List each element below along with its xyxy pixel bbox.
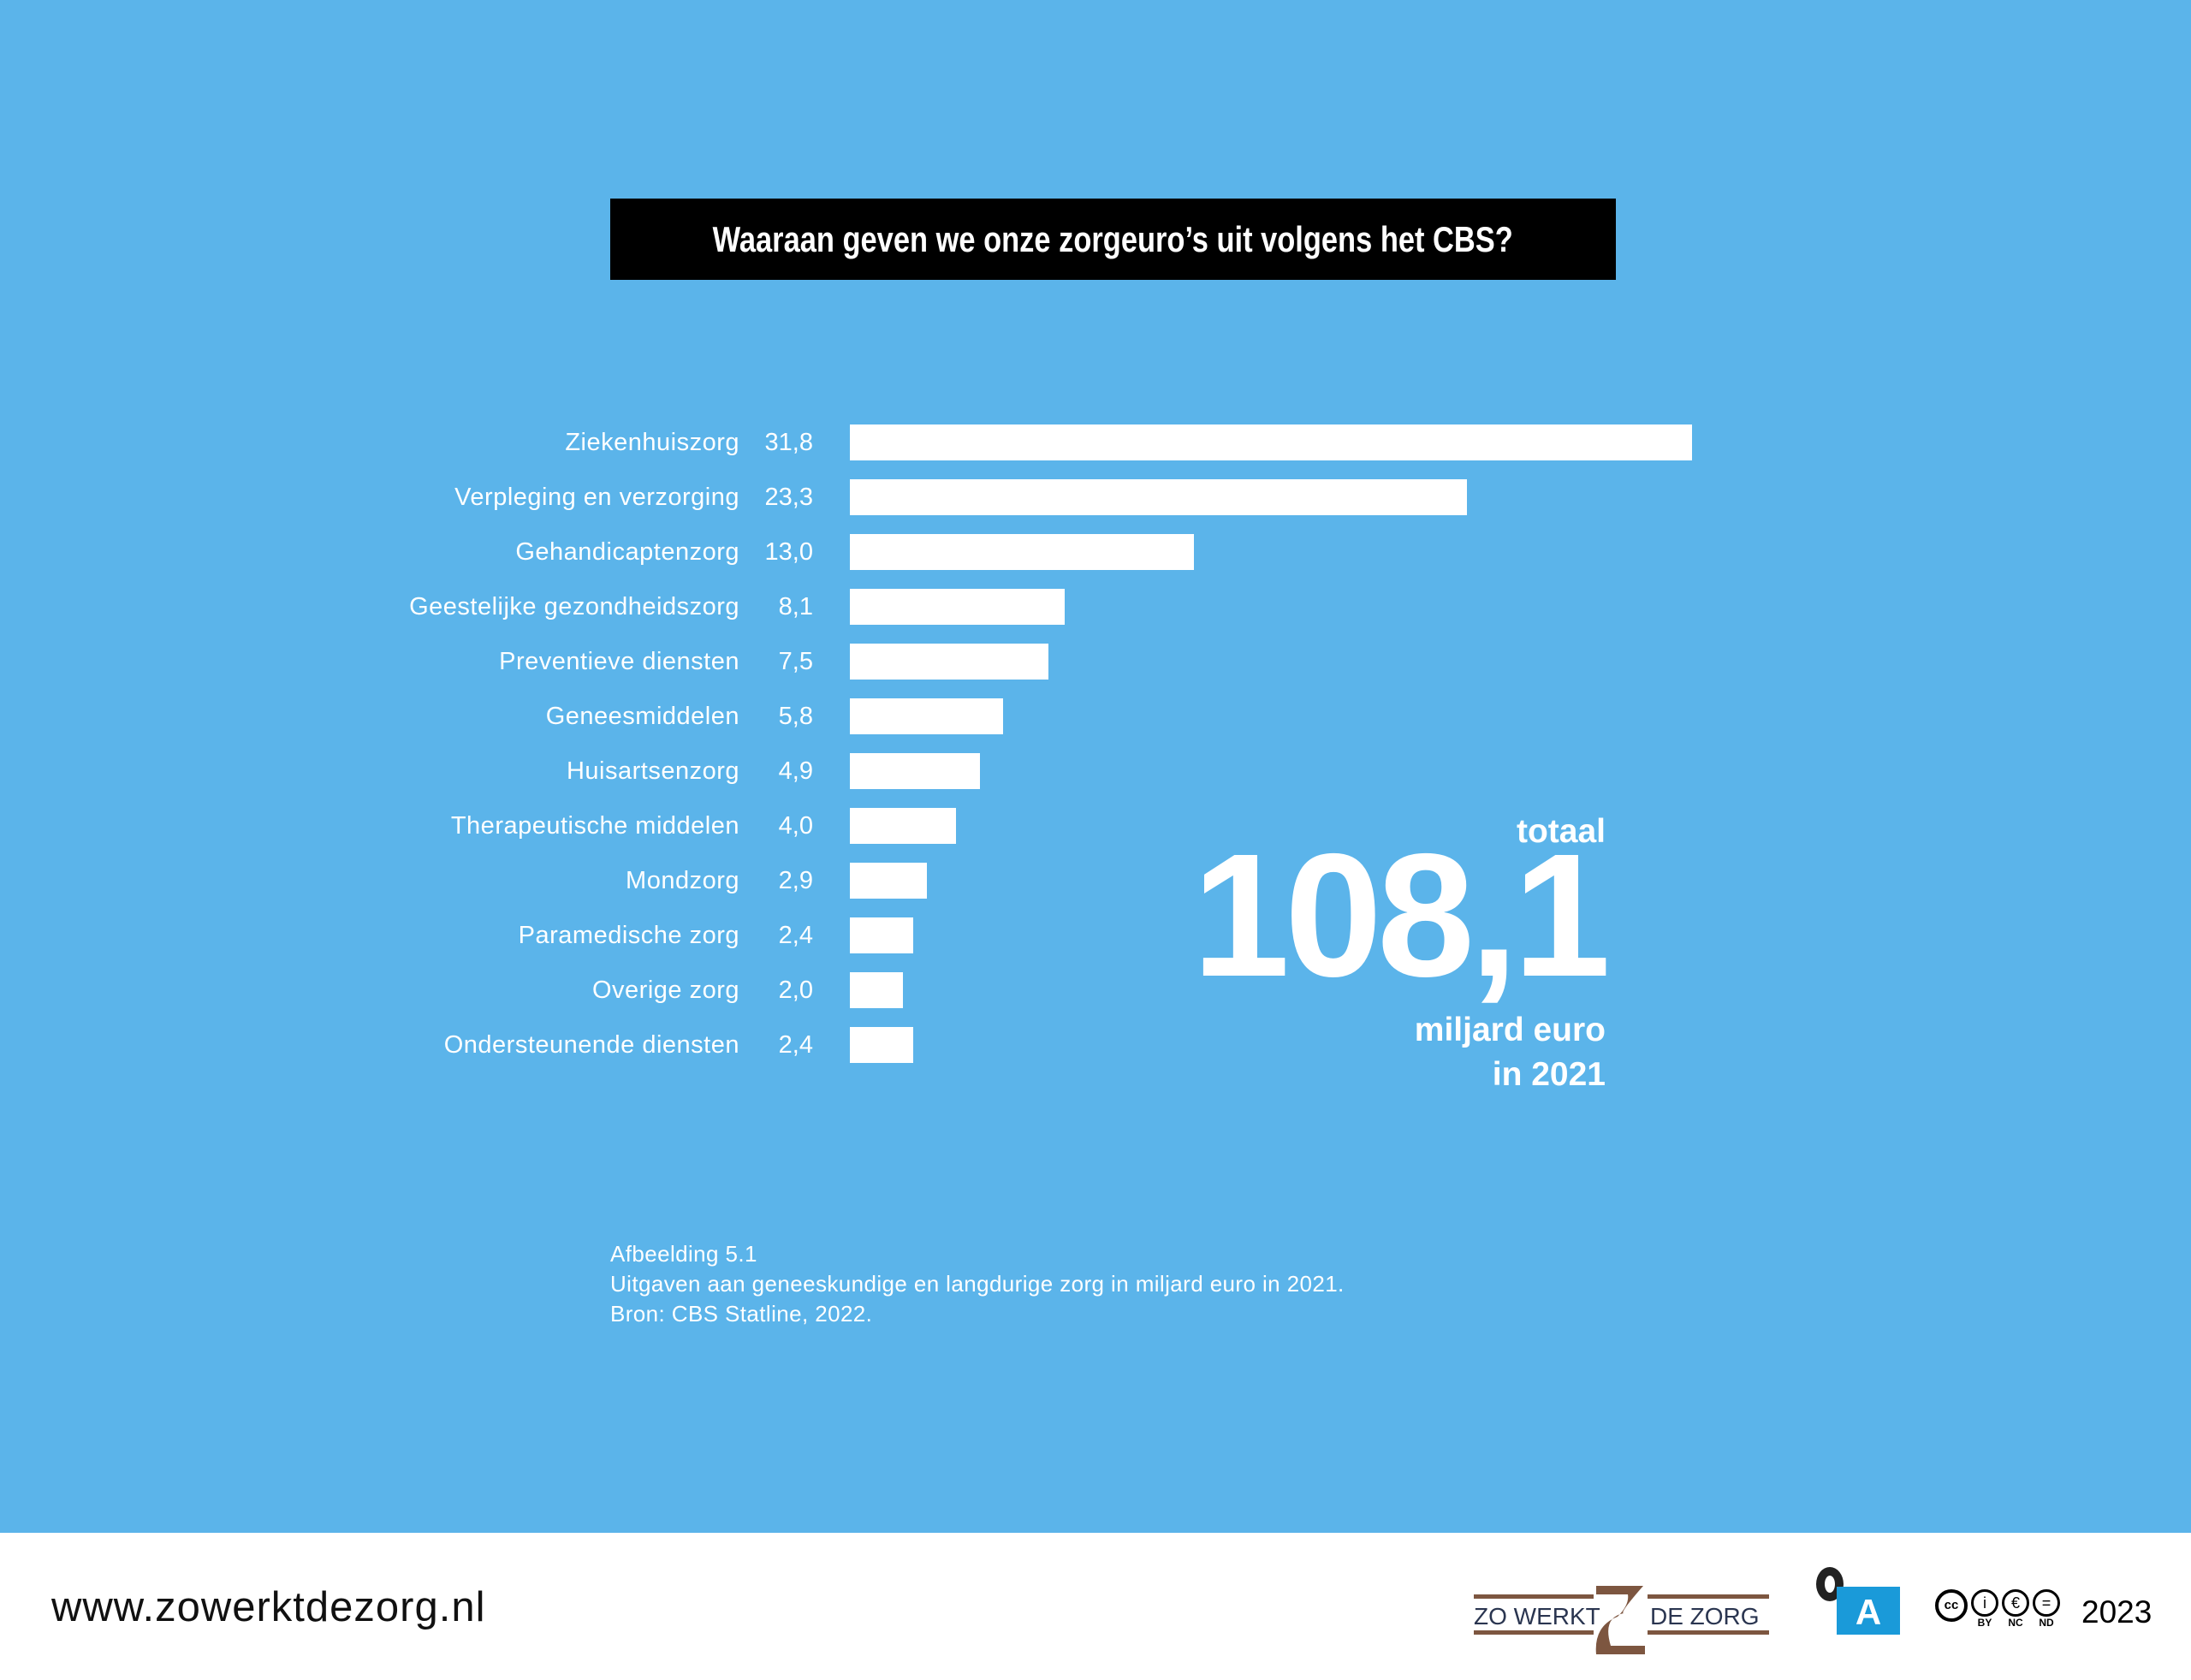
category-label: Therapeutische middelen	[450, 812, 739, 840]
bar	[850, 644, 1049, 680]
category-label: Gehandicaptenzorg	[515, 538, 739, 566]
footer: www.zowerktdezorg.nl ZO WERKT DE ZORG A …	[0, 1533, 2191, 1680]
cc-icon: cc	[1935, 1589, 1968, 1622]
bar	[850, 589, 1065, 625]
bar	[850, 534, 1195, 570]
category-label: Mondzorg	[626, 867, 739, 894]
value-label: 31,8	[764, 429, 813, 456]
bar-row: Preventieve diensten 7,5	[0, 644, 2191, 680]
value-label: 2,4	[778, 1031, 813, 1059]
by-icon: i BY	[1971, 1589, 1998, 1629]
bar-row: Ondersteunende diensten 2,4	[0, 1027, 2191, 1063]
value-label: 4,9	[778, 757, 813, 785]
bar	[850, 917, 914, 953]
bar	[850, 753, 980, 789]
value-label: 2,9	[778, 867, 813, 894]
bar-row: Geestelijke gezondheidszorg 8,1	[0, 589, 2191, 625]
value-label: 4,0	[778, 812, 813, 840]
zo-werkt-de-zorg-logo: ZO WERKT DE ZORG	[1474, 1586, 1769, 1654]
figure-caption: Afbeelding 5.1 Uitgaven aan geneeskundig…	[610, 1239, 1345, 1329]
bar-row: Therapeutische middelen 4,0	[0, 808, 2191, 844]
by-label: BY	[1977, 1617, 1992, 1629]
nc-label: NC	[2008, 1617, 2023, 1629]
open-access-logo: A	[1816, 1567, 1902, 1635]
category-label: Geestelijke gezondheidszorg	[409, 593, 739, 620]
copyright-year: 2023	[2081, 1594, 2152, 1630]
chart-title-box: Waaraan geven we onze zorgeuro’s uit vol…	[610, 199, 1616, 280]
bar	[850, 1027, 914, 1063]
bar-row: Geneesmiddelen 5,8	[0, 698, 2191, 734]
svg-text:ZO WERKT: ZO WERKT	[1474, 1603, 1600, 1630]
category-label: Preventieve diensten	[499, 648, 739, 675]
value-label: 2,4	[778, 922, 813, 949]
category-label: Geneesmiddelen	[545, 703, 739, 730]
value-label: 13,0	[764, 538, 813, 566]
category-label: Ziekenhuiszorg	[565, 429, 739, 456]
bar-row: Gehandicaptenzorg 13,0	[0, 534, 2191, 570]
bar	[850, 698, 1004, 734]
category-label: Ondersteunende diensten	[443, 1031, 739, 1059]
nd-icon: = ND	[2033, 1589, 2060, 1629]
value-label: 5,8	[778, 703, 813, 730]
caption-source: Bron: CBS Statline, 2022.	[610, 1301, 873, 1327]
bar-row: Ziekenhuiszorg 31,8	[0, 424, 2191, 460]
total-label: totaal	[1516, 813, 1606, 850]
oa-box: A	[1837, 1587, 1900, 1635]
category-label: Paramedische zorg	[518, 922, 739, 949]
caption-figure-number: Afbeelding 5.1	[610, 1241, 757, 1267]
caption-description: Uitgaven aan geneeskundige en langdurige…	[610, 1271, 1345, 1297]
value-label: 7,5	[778, 648, 813, 675]
category-label: Huisartsenzorg	[566, 757, 739, 785]
cc-license-icons: cc i BY € NC = ND	[1935, 1589, 2060, 1629]
svg-text:DE ZORG: DE ZORG	[1650, 1603, 1760, 1630]
bar	[850, 808, 956, 844]
nd-label: ND	[2039, 1617, 2054, 1629]
bar	[850, 479, 1467, 515]
total-value: 108,1	[1191, 817, 1611, 1013]
bar	[850, 424, 1692, 460]
bar-row: Paramedische zorg 2,4	[0, 917, 2191, 953]
bar	[850, 863, 927, 899]
oa-circle-icon	[1816, 1567, 1844, 1601]
value-label: 23,3	[764, 484, 813, 511]
bar-row: Huisartsenzorg 4,9	[0, 753, 2191, 789]
website-link[interactable]: www.zowerktdezorg.nl	[51, 1584, 486, 1630]
nc-icon: € NC	[2002, 1589, 2029, 1629]
total-unit: miljard euro	[1414, 1012, 1606, 1048]
value-label: 2,0	[778, 977, 813, 1004]
bar-row: Overige zorg 2,0	[0, 972, 2191, 1008]
chart-title: Waaraan geven we onze zorgeuro’s uit vol…	[712, 218, 1514, 259]
total-year: in 2021	[1492, 1056, 1606, 1093]
category-label: Verpleging en verzorging	[454, 484, 739, 511]
category-label: Overige zorg	[591, 977, 739, 1004]
bar-row: Mondzorg 2,9	[0, 863, 2191, 899]
bar	[850, 972, 903, 1008]
value-label: 8,1	[778, 593, 813, 620]
bar-row: Verpleging en verzorging 23,3	[0, 479, 2191, 515]
